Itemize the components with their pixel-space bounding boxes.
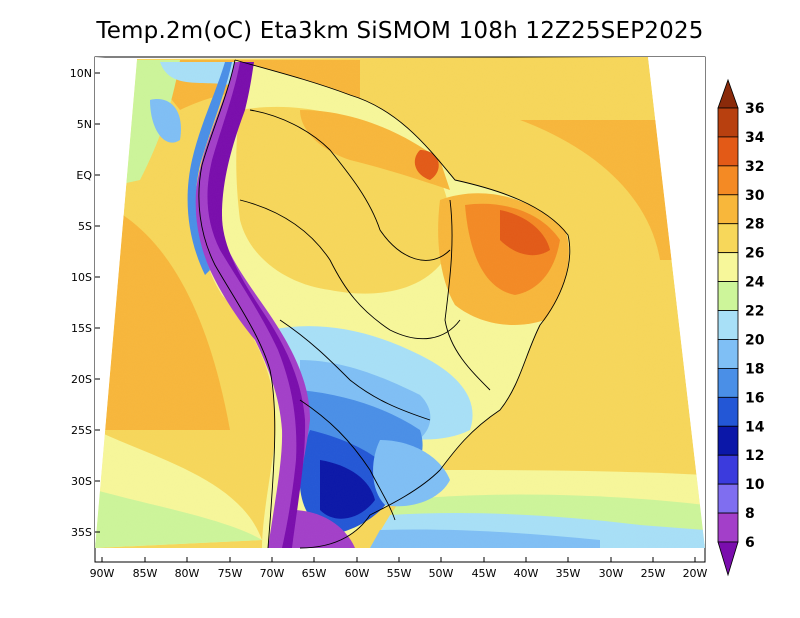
colorbar-label: 16 bbox=[745, 390, 764, 406]
colorbar-labels: 36 34 32 30 28 26 24 22 20 18 16 14 12 10 8 6 bbox=[745, 101, 765, 551]
east-coastline bbox=[234, 59, 571, 549]
colorbar-label: 36 bbox=[745, 101, 764, 117]
colorbar-box bbox=[717, 339, 739, 369]
colorbar-label: 20 bbox=[745, 332, 765, 348]
lat-label-5s: 5S bbox=[78, 220, 92, 233]
lat-axis: 10N 5N EQ 5S 10S 15S 20S 25S 30S 35S bbox=[70, 67, 100, 539]
lon-label-75w: 75W bbox=[218, 567, 243, 580]
colorbar-box bbox=[717, 396, 739, 427]
colorbar-bottom-arrow bbox=[717, 541, 739, 577]
lat-label-10n: 10N bbox=[70, 67, 92, 80]
colorbar-box bbox=[717, 194, 739, 225]
colorbar-box bbox=[717, 367, 739, 398]
colorbar-label: 32 bbox=[745, 159, 764, 175]
colorbar-label: 24 bbox=[745, 275, 765, 291]
lat-label-20s: 20S bbox=[71, 373, 92, 386]
colorbar-label: 34 bbox=[745, 130, 765, 146]
colorbar-label: 30 bbox=[745, 188, 765, 204]
country-borders bbox=[198, 59, 571, 549]
colorbar-box bbox=[717, 483, 739, 514]
lat-label-25s: 25S bbox=[71, 424, 92, 437]
outside-right bbox=[648, 57, 705, 548]
border-central bbox=[239, 199, 461, 340]
border-north bbox=[249, 109, 451, 261]
lon-label-90w: 90W bbox=[90, 567, 115, 580]
lon-label-80w: 80W bbox=[175, 567, 200, 580]
colorbar-box bbox=[717, 107, 739, 138]
border-south bbox=[299, 399, 396, 521]
texture-overlay bbox=[95, 57, 705, 548]
lat-label-eq: EQ bbox=[76, 169, 92, 182]
lon-label-40w: 40W bbox=[514, 567, 539, 580]
lon-label-20w: 20W bbox=[683, 567, 708, 580]
lon-label-25w: 25W bbox=[641, 567, 666, 580]
colorbar-label: 28 bbox=[745, 217, 764, 233]
colorbar: 36 34 32 30 28 26 24 22 20 18 16 14 12 10 8 6 bbox=[717, 78, 765, 577]
lon-label-35w: 35W bbox=[556, 567, 581, 580]
lon-label-55w: 55W bbox=[387, 567, 412, 580]
colorbar-box bbox=[717, 136, 739, 167]
colorbar-box bbox=[717, 310, 739, 340]
lon-label-50w: 50W bbox=[429, 567, 454, 580]
west-coastline bbox=[198, 59, 276, 549]
map-title: Temp.2m(oC) Eta3km SiSMOM 108h 12Z25SEP2… bbox=[96, 18, 704, 44]
colorbar-label: 22 bbox=[745, 304, 764, 320]
colorbar-top-arrow bbox=[717, 78, 739, 109]
lon-label-45w: 45W bbox=[472, 567, 497, 580]
colorbar-label: 8 bbox=[745, 506, 755, 522]
lat-label-10s: 10S bbox=[71, 271, 92, 284]
colorbar-label: 14 bbox=[745, 419, 765, 435]
colorbar-box bbox=[717, 165, 739, 196]
colorbar-label: 10 bbox=[745, 477, 765, 493]
colorbar-box bbox=[717, 512, 739, 543]
colorbar-box bbox=[717, 223, 739, 254]
colorbar-box bbox=[717, 454, 739, 485]
border-south-central bbox=[279, 319, 431, 421]
border-east bbox=[444, 199, 491, 391]
outside-left bbox=[95, 57, 137, 548]
colorbar-boxes bbox=[717, 107, 739, 543]
lat-label-30s: 30S bbox=[71, 475, 92, 488]
lat-label-5n: 5N bbox=[77, 118, 92, 131]
lat-label-15s: 15S bbox=[71, 322, 92, 335]
lat-label-35s: 35S bbox=[71, 526, 92, 539]
lon-label-60w: 60W bbox=[345, 567, 370, 580]
colorbar-label: 18 bbox=[745, 361, 764, 377]
colorbar-box bbox=[717, 281, 739, 311]
colorbar-box bbox=[717, 252, 739, 283]
lon-label-30w: 30W bbox=[599, 567, 624, 580]
lon-label-70w: 70W bbox=[260, 567, 285, 580]
temperature-field bbox=[95, 57, 705, 548]
lon-label-65w: 65W bbox=[302, 567, 327, 580]
lon-label-85w: 85W bbox=[133, 567, 158, 580]
lon-axis: 90W 85W 80W 75W 70W 65W 60W 55W 50W 45W … bbox=[90, 557, 708, 580]
colorbar-box bbox=[717, 425, 739, 456]
colorbar-label: 26 bbox=[745, 246, 764, 262]
colorbar-label: 6 bbox=[745, 535, 755, 551]
colorbar-label: 12 bbox=[745, 448, 764, 464]
